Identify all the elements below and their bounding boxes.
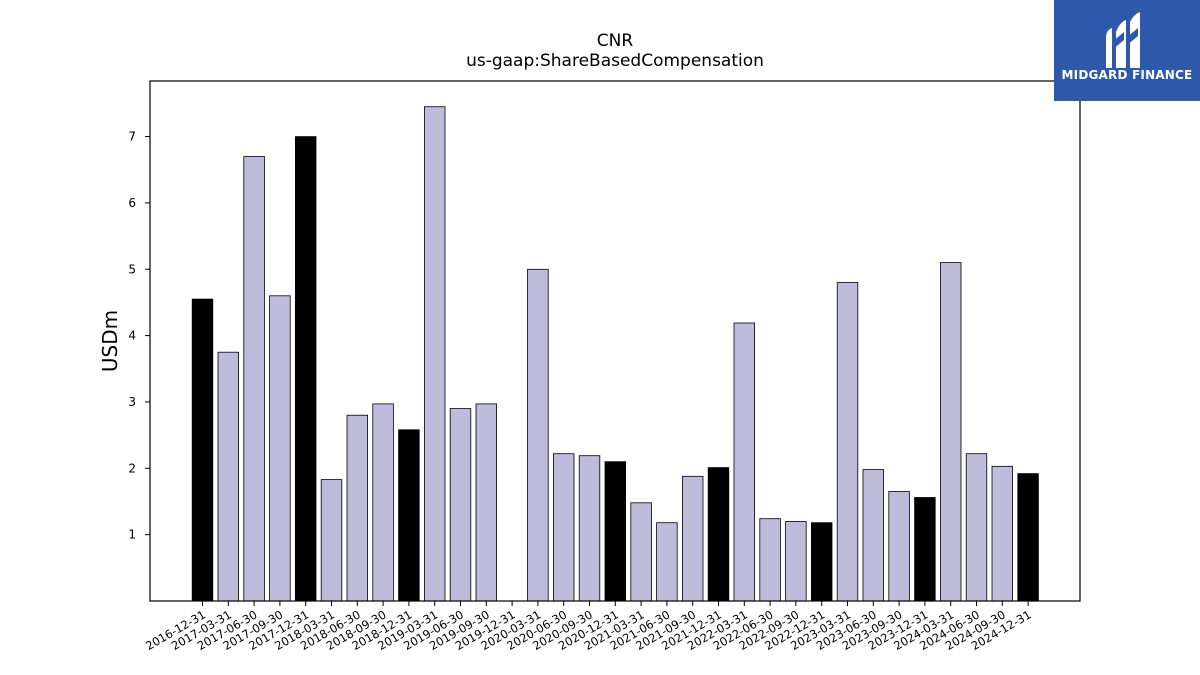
bar-2022-09-30: [785, 521, 807, 602]
y-tick-label: 6: [128, 196, 136, 210]
bar-2024-03-31: [940, 262, 962, 602]
y-tick-label: 3: [128, 395, 136, 409]
bar-2022-06-30: [759, 518, 781, 602]
bar-2018-06-30: [346, 414, 369, 602]
y-tick-label: 1: [128, 528, 136, 542]
bar-2024-06-30: [965, 453, 988, 602]
y-tick-label: 2: [128, 461, 136, 475]
y-tick-label: 7: [128, 130, 136, 144]
brand-logo: MIDGARD FINANCE: [1054, 0, 1200, 101]
bar-2020-06-30: [553, 453, 575, 602]
brand-name: MIDGARD FINANCE: [1061, 68, 1193, 82]
bar-2019-06-30: [449, 408, 472, 602]
bar-2018-12-31: [398, 429, 420, 602]
bar-2023-09-30: [888, 491, 910, 602]
chart-title: CNR: [596, 31, 634, 51]
bar-2023-03-31: [836, 282, 859, 602]
bar-2018-09-30: [372, 403, 394, 602]
bar-2017-12-31: [294, 136, 317, 602]
bar-2023-06-30: [862, 469, 885, 602]
bar-2021-09-30: [682, 475, 704, 602]
bar-2019-03-31: [423, 106, 446, 602]
bar-2018-03-31: [320, 479, 343, 602]
bar-2017-09-30: [269, 295, 291, 602]
bars-group: [191, 106, 1039, 602]
bar-2020-09-30: [578, 455, 601, 602]
y-tick-label: 5: [128, 262, 136, 276]
bar-2022-12-31: [811, 522, 833, 602]
y-axis-ticks: 1 2 3 4 5 6 7: [128, 130, 150, 542]
y-axis-label: USDm: [98, 310, 122, 372]
midgard-m-logo-icon: [1106, 12, 1140, 68]
y-tick-label: 4: [128, 329, 136, 343]
bar-2023-12-31: [914, 497, 936, 602]
chart-subtitle: us-gaap:ShareBasedCompensation: [466, 51, 764, 71]
bar-2020-03-31: [527, 268, 549, 602]
bar-2016-12-31: [191, 298, 214, 602]
bar-2021-12-31: [707, 467, 730, 602]
bar-2021-06-30: [656, 522, 678, 602]
bar-2020-12-31: [604, 461, 627, 602]
bar-2021-03-31: [630, 502, 652, 602]
bar-2024-12-31: [1017, 473, 1039, 602]
bar-2024-09-30: [991, 465, 1014, 602]
bar-2022-03-31: [733, 322, 756, 602]
bar-2019-09-30: [475, 403, 498, 602]
bar-2017-06-30: [243, 156, 265, 602]
plot-frame: [149, 80, 1081, 602]
bar-2017-03-31: [217, 351, 240, 602]
x-axis-ticks: 2016-12-312017-03-312017-06-302017-09-30…: [143, 601, 1034, 653]
